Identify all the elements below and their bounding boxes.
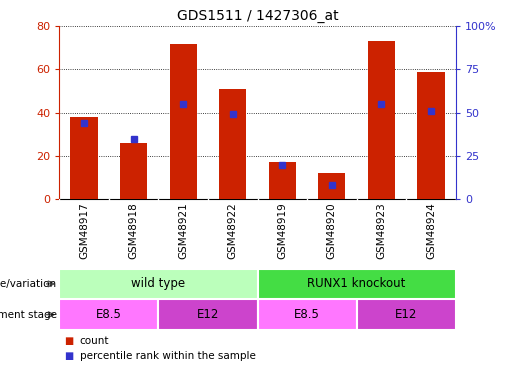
Text: genotype/variation: genotype/variation bbox=[0, 279, 57, 289]
Text: GSM48922: GSM48922 bbox=[228, 202, 238, 259]
Text: GSM48921: GSM48921 bbox=[178, 202, 188, 259]
Text: wild type: wild type bbox=[131, 278, 185, 290]
Text: development stage: development stage bbox=[0, 310, 57, 320]
Text: GSM48920: GSM48920 bbox=[327, 202, 337, 259]
Bar bbox=[368, 41, 395, 199]
Text: percentile rank within the sample: percentile rank within the sample bbox=[80, 351, 256, 361]
Text: E12: E12 bbox=[395, 308, 417, 321]
Bar bbox=[158, 299, 258, 330]
Text: GSM48923: GSM48923 bbox=[376, 202, 386, 259]
Text: E8.5: E8.5 bbox=[96, 308, 122, 321]
Text: RUNX1 knockout: RUNX1 knockout bbox=[307, 278, 406, 290]
Text: GSM48918: GSM48918 bbox=[129, 202, 139, 259]
Text: ■: ■ bbox=[64, 351, 74, 361]
Bar bbox=[258, 299, 356, 330]
Bar bbox=[269, 162, 296, 199]
Text: GDS1511 / 1427306_at: GDS1511 / 1427306_at bbox=[177, 9, 338, 23]
Bar bbox=[59, 268, 258, 299]
Bar bbox=[71, 117, 98, 199]
Text: ■: ■ bbox=[64, 336, 74, 346]
Text: E8.5: E8.5 bbox=[294, 308, 320, 321]
Text: count: count bbox=[80, 336, 109, 346]
Bar bbox=[169, 44, 197, 199]
Text: GSM48924: GSM48924 bbox=[426, 202, 436, 259]
Bar bbox=[59, 299, 158, 330]
Text: GSM48919: GSM48919 bbox=[277, 202, 287, 259]
Bar bbox=[120, 143, 147, 199]
Bar bbox=[219, 89, 246, 199]
Bar bbox=[356, 299, 456, 330]
Bar bbox=[417, 72, 444, 199]
Bar bbox=[318, 173, 346, 199]
Text: GSM48917: GSM48917 bbox=[79, 202, 89, 259]
Text: E12: E12 bbox=[197, 308, 219, 321]
Bar bbox=[258, 268, 456, 299]
